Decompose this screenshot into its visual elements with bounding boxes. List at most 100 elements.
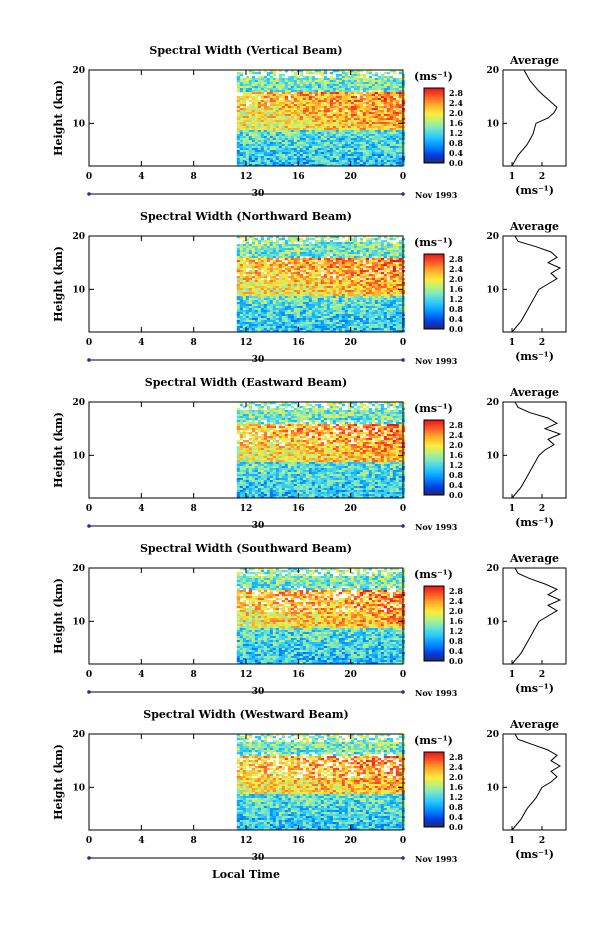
heatmap-cell — [245, 86, 250, 89]
heatmap-cell — [353, 324, 358, 327]
heatmap-cell — [275, 294, 280, 297]
heatmap-cell — [296, 252, 301, 255]
heatmap-cell — [275, 94, 280, 97]
heatmap-cell — [371, 134, 376, 137]
heatmap-cell — [365, 142, 370, 145]
heatmap-cell — [392, 78, 397, 81]
heatmap-cell — [350, 292, 355, 295]
heatmap-cell — [272, 300, 277, 303]
heatmap-cell — [287, 82, 292, 85]
heatmap-cell — [269, 272, 274, 275]
heatmap-cell — [326, 246, 331, 249]
heatmap-cell — [335, 114, 340, 117]
heatmap-cell — [290, 76, 295, 79]
heatmap-cell — [278, 116, 283, 119]
heatmap-cell — [266, 136, 271, 139]
heatmap-cell — [353, 250, 358, 253]
heatmap-cell — [290, 116, 295, 119]
heatmap-cell — [320, 84, 325, 87]
heatmap-cell — [338, 242, 343, 245]
heatmap-cell — [293, 244, 298, 247]
heatmap-cell — [236, 142, 241, 145]
heatmap-cell — [332, 286, 337, 289]
heatmap-cell — [350, 96, 355, 99]
heatmap-cell — [374, 156, 379, 159]
heatmap-cell — [242, 164, 247, 167]
heatmap-cell — [368, 78, 373, 81]
heatmap-cell — [281, 142, 286, 145]
heatmap-cell — [356, 146, 361, 149]
heatmap-cell — [254, 162, 259, 165]
heatmap-cell — [278, 102, 283, 105]
heatmap-cell — [266, 80, 271, 83]
heatmap-cell — [392, 128, 397, 131]
heatmap-cell — [374, 90, 379, 93]
heatmap-cell — [362, 322, 367, 325]
heatmap-cell — [251, 322, 256, 325]
heatmap-cell — [341, 74, 346, 77]
heatmap-cell — [317, 82, 322, 85]
heatmap-cell — [323, 112, 328, 115]
heatmap-cell — [314, 286, 319, 289]
heatmap-cell — [293, 72, 298, 75]
heatmap-cell — [278, 114, 283, 117]
heatmap-cell — [398, 142, 403, 145]
heatmap-cell — [245, 138, 250, 141]
heatmap-cell — [266, 120, 271, 123]
heatmap-cell — [299, 282, 304, 285]
heatmap-cell — [293, 292, 298, 295]
heatmap-cell — [248, 142, 253, 145]
heatmap-cell — [278, 74, 283, 77]
heatmap-cell — [287, 90, 292, 93]
heatmap-cell — [251, 148, 256, 151]
heatmap-cell — [248, 96, 253, 99]
heatmap-cell — [326, 250, 331, 253]
heatmap-cell — [332, 92, 337, 95]
heatmap-cell — [257, 88, 262, 91]
heatmap-cell — [371, 80, 376, 83]
heatmap-cell — [380, 324, 385, 327]
heatmap-cell — [275, 310, 280, 313]
heatmap-cell — [392, 126, 397, 129]
heatmap-cell — [380, 264, 385, 267]
heatmap-cell — [383, 102, 388, 105]
heatmap-cell — [248, 258, 253, 261]
heatmap-cell — [257, 104, 262, 107]
heatmap-cell — [248, 72, 253, 75]
heatmap-cell — [254, 266, 259, 269]
heatmap-cell — [362, 138, 367, 141]
heatmap-cell — [368, 320, 373, 323]
heatmap-cell — [326, 108, 331, 111]
heatmap-cell — [239, 160, 244, 163]
heatmap-cell — [299, 156, 304, 159]
heatmap-cell — [347, 276, 352, 279]
heatmap-cell — [269, 86, 274, 89]
heatmap-cell — [341, 270, 346, 273]
heatmap-cell — [377, 316, 382, 319]
heatmap-cell — [383, 290, 388, 293]
heatmap-cell — [344, 140, 349, 143]
heatmap-cell — [296, 96, 301, 99]
heatmap-cell — [242, 262, 247, 265]
heatmap-cell — [344, 132, 349, 135]
heatmap-cell — [308, 72, 313, 75]
heatmap-cell — [347, 286, 352, 289]
heatmap-cell — [245, 312, 250, 315]
heatmap-cell — [296, 130, 301, 133]
heatmap-cell — [278, 308, 283, 311]
heatmap-cell — [239, 326, 244, 329]
heatmap-cell — [395, 318, 400, 321]
heatmap — [236, 70, 406, 167]
heatmap-cell — [248, 304, 253, 307]
heatmap-cell — [272, 132, 277, 135]
heatmap-cell — [335, 104, 340, 107]
heatmap-cell — [257, 256, 262, 259]
heatmap-cell — [287, 246, 292, 249]
heatmap-cell — [284, 120, 289, 123]
heatmap-cell — [269, 240, 274, 243]
heatmap-cell — [359, 134, 364, 137]
heatmap-cell — [323, 242, 328, 245]
heatmap-cell — [275, 250, 280, 253]
panel-title: Spectral Width (Vertical Beam) — [149, 44, 342, 57]
heatmap-cell — [248, 106, 253, 109]
